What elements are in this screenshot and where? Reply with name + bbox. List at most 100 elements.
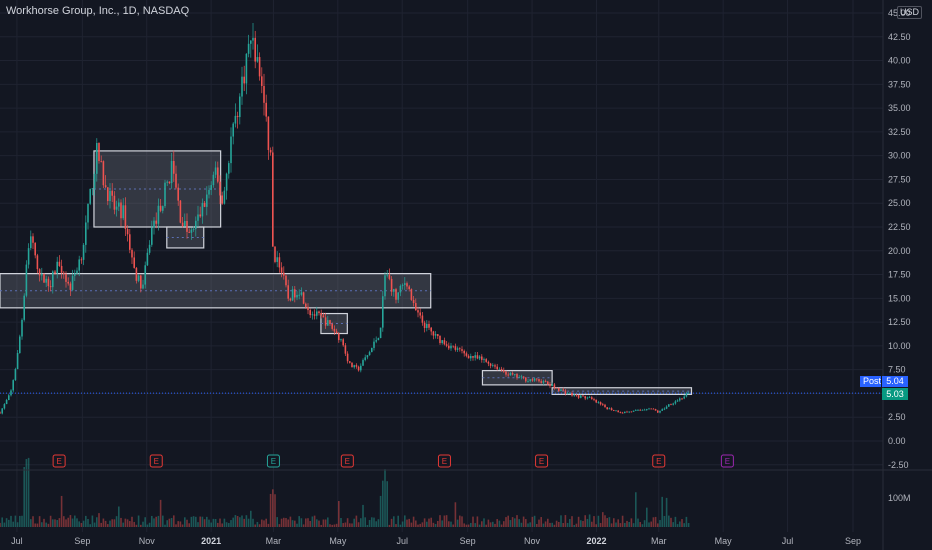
candle — [419, 308, 421, 319]
candle — [10, 389, 12, 397]
volume-bar — [672, 522, 674, 527]
volume-bar — [527, 523, 529, 527]
candle — [593, 397, 595, 402]
volume-bar — [514, 518, 516, 527]
volume-bar — [236, 516, 239, 527]
candle — [498, 367, 501, 370]
earnings-marker[interactable]: E — [149, 454, 163, 468]
candle — [492, 363, 494, 368]
volume-bar — [487, 519, 490, 527]
volume-bar — [250, 510, 252, 527]
candle — [382, 290, 384, 332]
volume-bar — [272, 489, 274, 527]
candle — [360, 363, 362, 373]
volume-bar — [685, 516, 688, 527]
candle — [258, 52, 261, 81]
volume-bar — [428, 518, 430, 527]
candle — [621, 411, 624, 414]
candle — [49, 280, 52, 292]
volume-bar — [280, 518, 283, 527]
volume-bar — [36, 523, 39, 527]
candle — [573, 393, 575, 397]
candle — [135, 267, 138, 284]
candle — [529, 379, 531, 383]
candle — [582, 395, 584, 397]
volume-bar — [49, 515, 52, 527]
volume-bar — [0, 522, 1, 527]
candle — [591, 395, 593, 400]
volume-bar — [419, 523, 421, 527]
volume-bar — [463, 523, 465, 527]
candle — [214, 161, 217, 179]
x-tick-label: Nov — [139, 536, 156, 546]
candle — [96, 138, 98, 182]
volume-bar — [571, 516, 573, 527]
earnings-marker[interactable]: E — [535, 454, 549, 468]
earnings-marker[interactable]: E — [720, 454, 734, 468]
volume-bar — [371, 517, 373, 527]
candle — [243, 65, 245, 92]
volume-bar — [379, 495, 382, 527]
candle — [487, 360, 490, 367]
volume-bar — [382, 480, 384, 527]
candle — [547, 380, 549, 386]
candle — [311, 311, 314, 320]
candle — [388, 268, 391, 281]
candle — [613, 409, 615, 412]
y-tick-label: 40.00 — [888, 56, 911, 66]
earnings-marker[interactable]: E — [652, 454, 666, 468]
candle — [217, 161, 219, 184]
volume-bar — [648, 522, 650, 527]
candle — [131, 248, 133, 265]
candle — [278, 252, 281, 273]
candle — [234, 103, 237, 128]
volume-bar — [228, 523, 230, 527]
earnings-marker[interactable]: E — [266, 454, 280, 468]
candle — [639, 408, 641, 411]
volume-bar — [305, 518, 307, 527]
candle — [355, 363, 358, 369]
volume-bar — [335, 523, 338, 527]
volume-bar — [406, 519, 408, 527]
volume-bar — [327, 517, 329, 527]
earnings-marker[interactable]: E — [437, 454, 451, 468]
earnings-marker[interactable]: E — [340, 454, 354, 468]
time-axis[interactable]: Jul Sep Nov 2021 Mar May Jul Sep Nov 2022 Mar May Ju… — [11, 536, 861, 546]
volume-bar — [186, 519, 188, 527]
volume-bar — [133, 521, 135, 527]
candle — [663, 407, 666, 411]
earnings-marker-label: E — [725, 457, 730, 466]
currency-badge[interactable]: USD — [897, 6, 923, 19]
earnings-marker[interactable]: E — [52, 454, 66, 468]
candle — [296, 291, 298, 301]
candle — [533, 377, 536, 382]
volume-bar — [652, 517, 655, 527]
candle — [516, 372, 518, 380]
volume-bar — [604, 515, 606, 527]
candle — [212, 171, 215, 188]
volume-bar — [421, 522, 424, 527]
x-tick-label: 2022 — [586, 536, 606, 546]
price-axis[interactable]: 45.00 42.50 40.00 37.50 35.00 32.50 30.00 27.50… — [888, 8, 911, 470]
volume-bar — [115, 516, 118, 527]
y-tick-label: 27.50 — [888, 174, 911, 184]
candle — [349, 361, 351, 364]
candle — [252, 22, 254, 50]
candle — [175, 165, 177, 190]
candle — [544, 379, 547, 383]
volume-bar — [470, 522, 472, 527]
volume-bar — [197, 522, 199, 527]
volume-bar — [632, 523, 635, 527]
candle — [641, 409, 644, 411]
candle — [676, 399, 679, 402]
candle — [443, 337, 446, 346]
y-tick-label: 35.00 — [888, 103, 911, 113]
candle — [236, 111, 239, 129]
candle — [93, 171, 96, 196]
candle — [173, 150, 175, 182]
candle — [630, 411, 633, 413]
volume-bar — [511, 517, 514, 527]
volume-bar — [45, 522, 47, 527]
volume-bar — [494, 523, 496, 527]
